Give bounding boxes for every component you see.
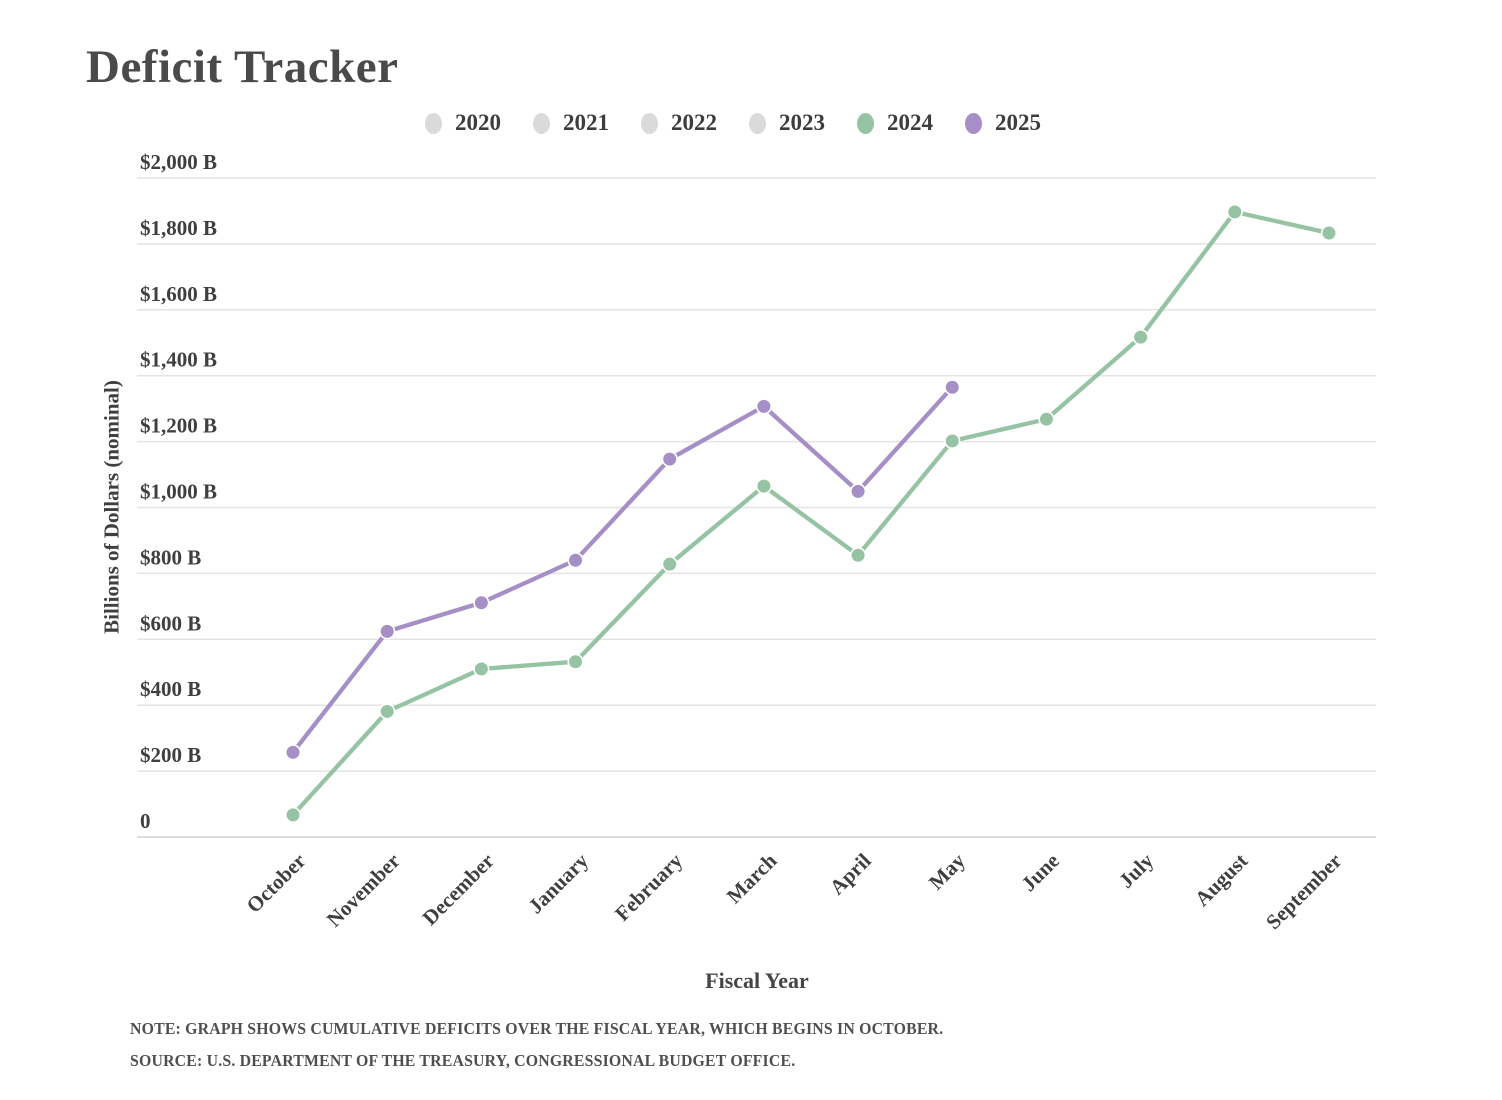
y-tick-label: $2,000 B [140,150,217,174]
x-tick-label-March: March [722,848,782,908]
data-point-2025-November[interactable] [379,623,396,640]
legend-marker-icon [749,112,766,134]
data-point-2025-December[interactable] [473,594,490,611]
x-tick-label-May: May [924,848,970,894]
legend-marker-icon [641,112,658,134]
data-point-2024-October[interactable] [284,806,302,824]
legend-label: 2022 [671,110,717,135]
legend-label: 2020 [455,110,501,135]
data-point-2025-January[interactable] [567,552,584,569]
y-tick-label: $400 B [140,677,201,701]
x-tick-label-February: February [610,848,688,926]
y-tick-label: $800 B [140,545,201,569]
data-point-2024-May[interactable] [944,432,961,450]
y-tick-label: 0 [140,809,151,833]
x-tick-label-October: October [242,849,311,918]
legend-item-2022[interactable]: 2022 [641,110,717,136]
data-point-2024-December[interactable] [473,660,490,678]
data-point-2024-July[interactable] [1132,329,1149,346]
legend-label: 2025 [995,110,1041,135]
y-tick-label: $1,200 B [140,414,217,438]
y-tick-label: $1,800 B [140,216,217,240]
data-point-2024-March[interactable] [755,477,773,495]
series-line-2024 [291,209,1330,817]
data-point-2024-April[interactable] [849,547,867,564]
data-point-2024-August[interactable] [1226,203,1243,221]
legend-item-2021[interactable]: 2021 [533,110,609,136]
x-axis-title: Fiscal Year [705,968,809,993]
legend-marker-icon [857,112,874,134]
legend-marker-icon [533,112,550,134]
data-point-2024-January[interactable] [567,653,584,670]
y-tick-label: $1,400 B [140,348,217,372]
data-point-2025-April[interactable] [849,483,867,500]
data-point-2024-November[interactable] [379,703,396,720]
x-tick-label-January: January [523,848,593,918]
data-point-2025-February[interactable] [661,450,678,468]
y-tick-label: $200 B [140,743,201,767]
deficit-line-chart: 0 $200 B $400 B $600 B $800 B $1,000 B $1,200 … [137,150,1376,934]
data-point-2024-September[interactable] [1320,224,1338,242]
x-tick-label-December: December [418,849,499,930]
y-tick-label: $1,600 B [140,282,217,306]
legend-item-2020[interactable]: 2020 [425,110,501,136]
data-point-2024-June[interactable] [1038,411,1055,428]
data-point-2024-February[interactable] [661,556,678,573]
x-tick-label-June: June [1016,849,1064,897]
legend-label: 2021 [563,110,609,135]
y-tick-label: $600 B [140,611,201,635]
page-title: Deficit Tracker [86,41,399,93]
x-tick-label-August: August [1190,849,1252,911]
x-tick-label-July: July [1114,848,1159,893]
legend-item-2025[interactable]: 2025 [965,110,1041,136]
legend-label: 2024 [887,110,933,135]
x-tick-label-April: April [825,848,876,899]
chart-note: NOTE: GRAPH SHOWS CUMULATIVE DEFICITS OV… [130,1019,944,1038]
legend-marker-icon [425,112,442,134]
chart-legend: 2020 2021 2022 2023 2024 2025 [425,110,1041,136]
data-point-2025-October[interactable] [284,744,302,761]
legend-marker-icon [965,112,982,134]
chart-source: SOURCE: U.S. DEPARTMENT OF THE TREASURY,… [130,1051,796,1070]
data-point-2025-March[interactable] [755,398,773,415]
y-axis-title: Billions of Dollars (nominal) [99,380,124,634]
legend-item-2023[interactable]: 2023 [749,110,825,136]
x-tick-label-September: September [1261,849,1346,934]
legend-label: 2023 [779,110,825,135]
y-tick-label: $1,000 B [140,480,217,504]
x-tick-label-November: November [322,849,405,932]
series-line-2025 [291,385,954,754]
data-point-2025-May[interactable] [944,379,961,396]
legend-item-2024[interactable]: 2024 [857,110,933,136]
